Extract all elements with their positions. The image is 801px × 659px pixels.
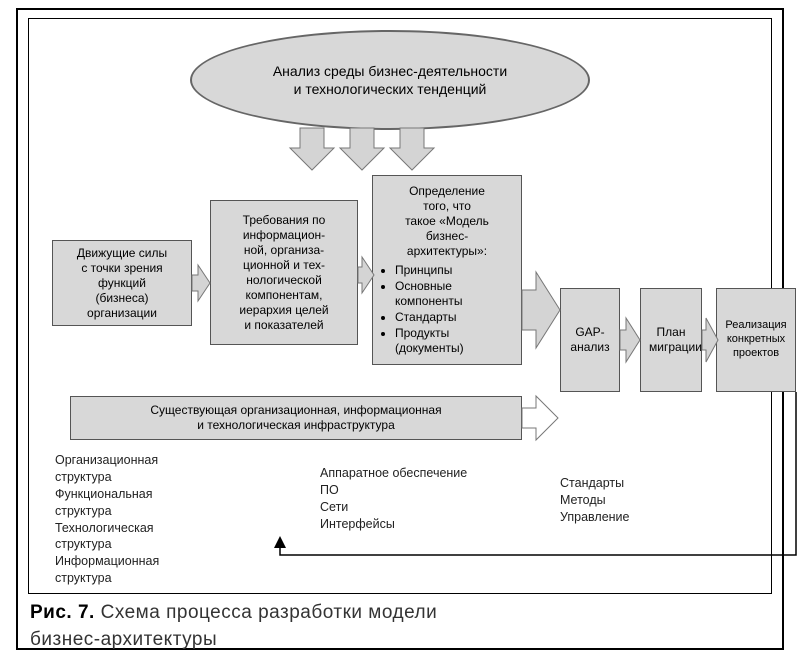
- notes-center-text: Аппаратное обеспечениеПОСетиИнтерфейсы: [320, 466, 467, 531]
- box-impl-text: Реализацияконкретныхпроектов: [725, 319, 787, 360]
- bullet: Продукты(документы): [395, 326, 513, 356]
- box-infra-text: Существующая организационная, информацио…: [79, 403, 513, 433]
- figure-caption: Рис. 7. Схема процесса разработки модели…: [30, 600, 437, 653]
- box-model-bullets: Принципы Основныекомпоненты Стандарты Пр…: [381, 263, 513, 357]
- bullet: Стандарты: [395, 310, 513, 325]
- notes-right-standards: СтандартыМетодыУправление: [560, 475, 630, 526]
- box-gap-text: GAP-анализ: [569, 325, 611, 355]
- notes-center-hardware: Аппаратное обеспечениеПОСетиИнтерфейсы: [320, 465, 467, 533]
- box-gap-analysis: GAP-анализ: [560, 288, 620, 392]
- box-plan-text: Планмиграции: [649, 325, 693, 355]
- box-forces: Движущие силыс точки зренияфункций(бизне…: [52, 240, 192, 326]
- bullet: Принципы: [395, 263, 513, 278]
- notes-left-structures: ОрганизационнаяструктураФункциональнаяст…: [55, 452, 159, 587]
- notes-left-text: ОрганизационнаяструктураФункциональнаяст…: [55, 453, 159, 585]
- ellipse-analysis: Анализ среды бизнес-деятельностии технол…: [190, 30, 590, 130]
- box-existing-infrastructure: Существующая организационная, информацио…: [70, 396, 522, 440]
- box-model-definition: Определениетого, чтотакое «Модельбизнес-…: [372, 175, 522, 365]
- box-requirements-text: Требования поинформацион-ной, организа-ц…: [219, 213, 349, 333]
- box-implementation: Реализацияконкретныхпроектов: [716, 288, 796, 392]
- ellipse-text: Анализ среды бизнес-деятельностии технол…: [273, 62, 507, 98]
- notes-right-text: СтандартыМетодыУправление: [560, 476, 630, 524]
- bullet: Основныекомпоненты: [395, 279, 513, 309]
- box-requirements: Требования поинформацион-ной, организа-ц…: [210, 200, 358, 345]
- box-model-header: Определениетого, чтотакое «Модельбизнес-…: [381, 184, 513, 259]
- caption-bold: Рис. 7.: [30, 602, 95, 623]
- box-forces-text: Движущие силыс точки зренияфункций(бизне…: [61, 246, 183, 321]
- box-migration-plan: Планмиграции: [640, 288, 702, 392]
